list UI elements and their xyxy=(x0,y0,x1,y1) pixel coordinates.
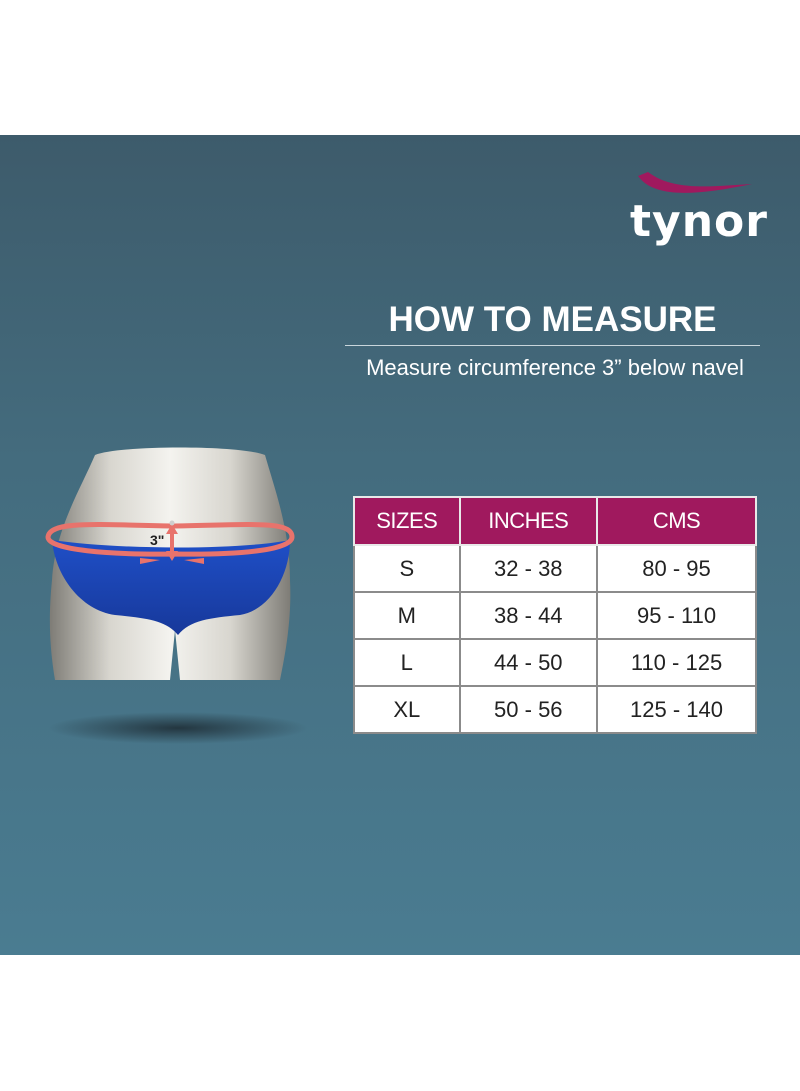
size-cell: M xyxy=(353,591,461,640)
size-chart-table: SIZES INCHES CMS S 32 - 38 80 - 95 M 38 … xyxy=(353,496,757,734)
cms-cell: 95 - 110 xyxy=(596,591,757,640)
arrow-up-icon xyxy=(166,524,178,534)
column-header-inches: INCHES xyxy=(458,496,599,546)
size-cell: XL xyxy=(353,685,461,734)
logo-text: tynor xyxy=(630,196,768,247)
table-header-row: SIZES INCHES CMS xyxy=(353,496,757,546)
column-header-sizes: SIZES xyxy=(353,496,461,546)
table-row: L 44 - 50 110 - 125 xyxy=(353,638,757,687)
table-row: S 32 - 38 80 - 95 xyxy=(353,544,757,593)
size-cell: S xyxy=(353,544,461,593)
column-header-cms: CMS xyxy=(596,496,757,546)
inches-cell: 44 - 50 xyxy=(458,638,599,687)
floor-shadow xyxy=(48,712,308,744)
title-divider xyxy=(345,345,760,346)
page-title: HOW TO MEASURE xyxy=(388,300,717,339)
inches-cell: 32 - 38 xyxy=(458,544,599,593)
inches-cell: 38 - 44 xyxy=(458,591,599,640)
inches-cell: 50 - 56 xyxy=(458,685,599,734)
logo-swoosh-icon xyxy=(638,172,752,193)
cms-cell: 110 - 125 xyxy=(596,638,757,687)
mannequin-brief xyxy=(52,540,290,635)
cms-cell: 125 - 140 xyxy=(596,685,757,734)
measure-offset-label: 3" xyxy=(150,532,164,548)
size-cell: L xyxy=(353,638,461,687)
arrow-down-icon xyxy=(166,551,178,561)
navel-marker xyxy=(169,520,175,526)
page-subtitle: Measure circumference 3” below navel xyxy=(366,355,744,380)
table-row: XL 50 - 56 125 - 140 xyxy=(353,685,757,734)
cms-cell: 80 - 95 xyxy=(596,544,757,593)
measurement-illustration: 3" xyxy=(40,440,320,760)
brand-logo: tynor xyxy=(626,170,768,250)
table-row: M 38 - 44 95 - 110 xyxy=(353,591,757,640)
measuring-tape xyxy=(45,522,295,557)
